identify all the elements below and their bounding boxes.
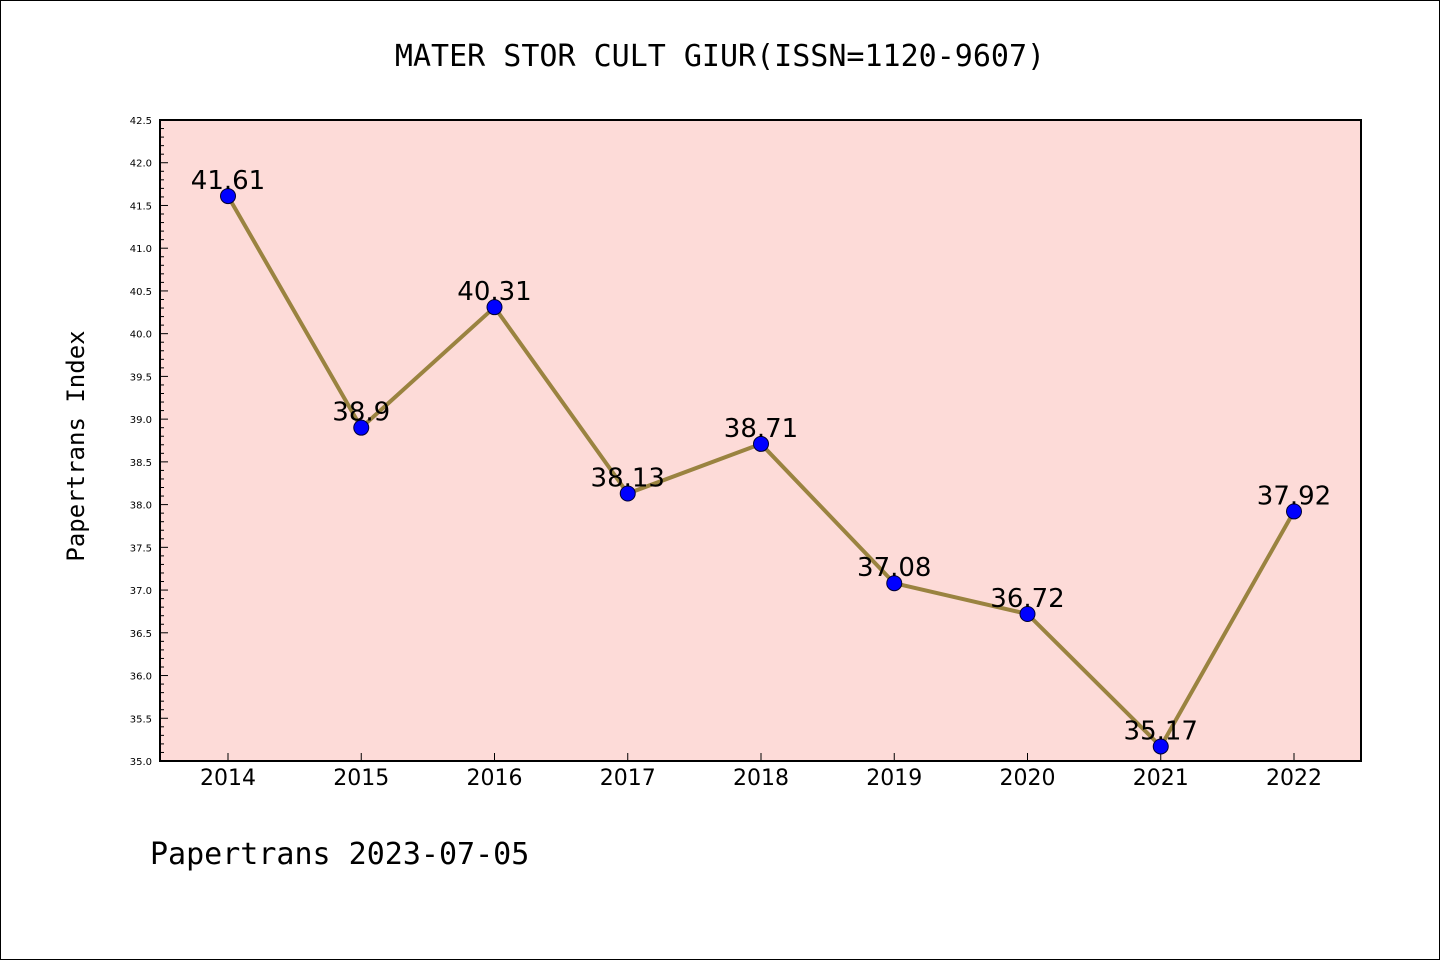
y-tick-label: 36.0 [130, 672, 152, 683]
data-point [1019, 605, 1036, 622]
x-tick-label: 2015 [333, 766, 389, 791]
y-tick-label: 37.0 [130, 586, 152, 597]
x-tick-label: 2022 [1266, 766, 1322, 791]
x-tick-label: 2017 [600, 766, 656, 791]
data-point [353, 419, 370, 436]
x-tick-label: 2016 [467, 766, 523, 791]
x-tick-label: 2021 [1133, 766, 1189, 791]
data-labels: 41.61 38.9 40.31 38.13 38.71 37.08 36.72 35.17 3… [191, 166, 1331, 746]
y-tick-label: 42.0 [130, 159, 152, 170]
x-tick-label: 2014 [200, 766, 256, 791]
data-point [619, 485, 636, 502]
data-label: 36.72 [990, 584, 1064, 614]
data-point [220, 188, 236, 205]
chart-title: MATER STOR CULT GIUR(ISSN=1120-9607) [395, 39, 1045, 74]
y-tick-label: 38.5 [130, 458, 152, 469]
y-tick-label: 38.0 [130, 501, 152, 512]
data-points [220, 188, 1302, 755]
data-point [753, 435, 769, 452]
data-point [486, 299, 503, 316]
x-tick-label: 2019 [866, 766, 922, 791]
y-tick-label: 40.0 [130, 330, 152, 341]
data-label: 38.71 [724, 414, 798, 444]
y-tick-label: 35.5 [130, 714, 152, 725]
y-tick-label: 35.0 [130, 757, 152, 768]
data-label: 38.13 [591, 463, 665, 493]
data-label: 41.61 [191, 166, 265, 196]
y-axis: 35.0 35.5 36.0 36.5 37.0 37.5 38.0 38.5 39.0 39.5… [130, 116, 168, 768]
y-tick-label: 39.0 [130, 415, 152, 426]
data-label: 40.31 [457, 277, 531, 307]
footer-text: Papertrans 2023-07-05 [150, 837, 529, 872]
y-tick-label: 41.0 [130, 244, 152, 255]
data-label: 37.92 [1257, 481, 1331, 511]
data-point [1152, 738, 1169, 755]
y-axis-label: Papertrans Index [62, 330, 90, 561]
x-tick-label: 2020 [1000, 766, 1056, 791]
data-label: 38.9 [332, 398, 390, 428]
plot-border [159, 119, 1362, 762]
x-axis: 2014 2015 2016 2017 2018 2019 2020 2021 2022 [200, 753, 1322, 791]
y-tick-label: 36.5 [130, 629, 152, 640]
data-label: 35.17 [1124, 716, 1198, 746]
data-label: 37.08 [857, 553, 931, 583]
y-tick-label: 39.5 [130, 372, 152, 383]
y-tick-label: 40.5 [130, 287, 152, 298]
y-tick-label: 41.5 [130, 201, 152, 212]
y-tick-label: 42.5 [130, 116, 152, 127]
data-point [886, 575, 903, 592]
data-point [1286, 503, 1302, 520]
y-tick-label: 37.5 [130, 543, 152, 554]
x-tick-label: 2018 [733, 766, 789, 791]
